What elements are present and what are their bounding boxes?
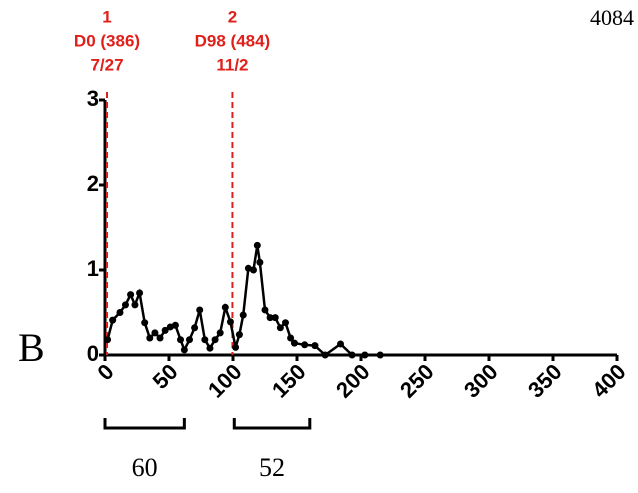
data-point	[266, 314, 274, 322]
data-point	[211, 336, 219, 344]
data-point	[232, 343, 240, 351]
data-point	[206, 344, 214, 352]
data-point	[151, 329, 159, 337]
data-point	[221, 303, 229, 311]
data-point	[311, 342, 319, 350]
data-point	[116, 309, 124, 316]
y-tick-label: 2	[87, 171, 99, 196]
bracket-label: 52	[259, 453, 285, 482]
data-point	[226, 318, 234, 326]
marker-label: D0 (386)	[74, 31, 140, 50]
data-point	[301, 341, 309, 349]
data-point	[104, 336, 112, 344]
data-point	[180, 346, 188, 354]
corner-label: 4084	[590, 5, 634, 30]
data-point	[276, 324, 284, 332]
data-point	[253, 241, 261, 249]
data-point	[141, 319, 149, 327]
data-point	[348, 351, 356, 359]
data-point	[249, 266, 257, 274]
x-tick-label: 0	[92, 359, 118, 385]
x-tick-label: 50	[148, 359, 183, 394]
data-point	[376, 351, 384, 359]
data-point	[337, 340, 345, 348]
x-tick-label: 250	[395, 359, 439, 403]
y-tick-label: 3	[87, 86, 99, 111]
y-tick-label: 0	[87, 341, 99, 366]
marker-label: 1	[102, 7, 111, 26]
marker-label: 2	[228, 7, 237, 26]
data-point	[185, 336, 193, 344]
data-point	[109, 316, 117, 324]
data-point	[196, 306, 204, 314]
data-point	[146, 334, 154, 342]
data-point	[256, 258, 264, 266]
data-point	[290, 339, 298, 347]
marker-label: 11/2	[216, 55, 248, 74]
x-tick-label: 150	[267, 359, 311, 403]
x-tick-label: 400	[587, 359, 631, 403]
bracket	[232, 418, 312, 430]
panel-label: B	[18, 325, 45, 370]
data-point	[201, 336, 209, 344]
data-point	[261, 306, 269, 314]
data-point	[161, 326, 169, 334]
data-point	[131, 301, 139, 309]
data-point	[235, 331, 243, 339]
data-point	[136, 289, 144, 297]
y-tick-label: 1	[87, 256, 99, 281]
data-point	[171, 321, 179, 329]
data-point	[177, 336, 185, 344]
x-tick-label: 200	[331, 359, 375, 403]
data-point	[216, 329, 224, 337]
data-point	[271, 314, 279, 322]
data-point	[239, 311, 247, 319]
marker-label: D98 (484)	[195, 31, 271, 50]
data-point	[281, 319, 289, 327]
data-point	[287, 334, 295, 342]
x-tick-label: 300	[459, 359, 503, 403]
data-point	[321, 351, 329, 359]
data-point	[127, 291, 135, 299]
marker-label: 7/27	[90, 55, 123, 74]
data-point	[156, 334, 164, 342]
data-point	[191, 324, 199, 332]
x-tick-label: 350	[523, 359, 567, 403]
x-tick-label: 100	[203, 359, 247, 403]
bracket-label: 60	[132, 453, 158, 482]
data-point	[361, 351, 369, 359]
bracket	[103, 418, 186, 430]
data-point	[121, 301, 129, 309]
